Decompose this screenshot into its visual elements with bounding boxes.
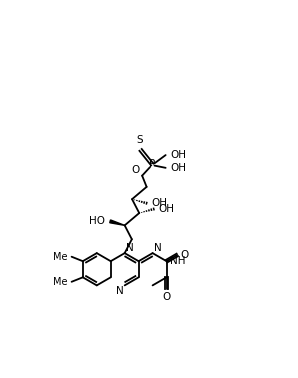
Text: P: P (149, 160, 155, 169)
Text: OH: OH (159, 204, 175, 214)
Text: Me: Me (53, 252, 68, 262)
Text: N: N (126, 243, 134, 253)
Text: S: S (137, 135, 143, 146)
Text: HO: HO (89, 216, 105, 226)
Text: O: O (181, 250, 189, 260)
Text: O: O (131, 164, 139, 175)
Text: Me: Me (53, 277, 68, 287)
Text: NH: NH (170, 256, 185, 266)
Polygon shape (110, 220, 125, 225)
Text: N: N (116, 286, 124, 296)
Text: N: N (154, 243, 162, 253)
Text: OH: OH (170, 150, 187, 160)
Text: OH: OH (152, 198, 167, 208)
Text: OH: OH (170, 163, 187, 173)
Text: O: O (162, 292, 171, 302)
